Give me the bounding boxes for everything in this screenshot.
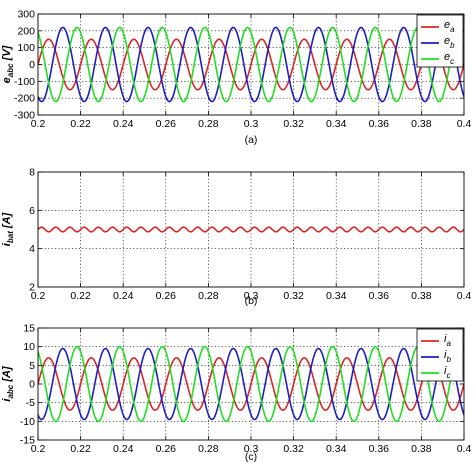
x-tick-label: 0.34 [326, 118, 347, 130]
x-tick-label: 0.26 [156, 290, 177, 302]
chart-panel-2: 0.2 0.22 0.24 0.26 0.28 0.3 0.32 0.34 0.36 0.38 0.… [1, 323, 471, 464]
y-axis-label-main: i [1, 398, 13, 402]
legend-label-sub: c [446, 371, 450, 380]
y-tick-label: -100 [14, 76, 35, 88]
legend-label-main: i [444, 365, 447, 377]
y-axis-label-unit: [V] [1, 45, 13, 63]
legend-label-main: e [444, 35, 450, 47]
x-tick-label: 0.38 [411, 290, 432, 302]
panel-caption: (c) [245, 451, 257, 463]
y-tick-label: -200 [14, 93, 35, 105]
x-tick-label: 0.26 [156, 118, 177, 130]
series-line-main [38, 226, 464, 233]
y-tick-label: 300 [17, 9, 35, 21]
y-tick-label: 8 [29, 167, 35, 179]
y-tick-label: -5 [26, 397, 35, 409]
x-tick-label: 0.24 [113, 290, 134, 302]
y-tick-label: 0 [29, 379, 35, 391]
series-line-a [38, 357, 464, 411]
x-tick-label: 0.38 [411, 118, 432, 130]
y-axis-label: iabc [A] [1, 366, 15, 402]
legend-label-sub: a [446, 339, 451, 348]
x-tick-label: 0.28 [198, 118, 219, 130]
legend-label-main: e [444, 19, 450, 31]
y-tick-label: 5 [29, 360, 35, 372]
y-tick-label: 0 [29, 59, 35, 71]
x-tick-label: 0.3 [244, 118, 259, 130]
x-tick-label: 0.28 [198, 443, 219, 455]
x-tick-label: 0.24 [113, 118, 134, 130]
x-tick-label: 0.26 [156, 443, 177, 455]
series-line-c [38, 345, 464, 423]
legend-label: ic [444, 365, 450, 380]
series-line-c [38, 26, 464, 103]
x-tick-label: 0.32 [283, 443, 304, 455]
x-tick-label: 0.4 [457, 118, 472, 130]
y-tick-label: -10 [20, 416, 35, 428]
series-line-b [38, 26, 464, 103]
x-tick-label: 0.4 [457, 443, 472, 455]
x-tick-label: 0.2 [31, 290, 46, 302]
x-tick-label: 0.34 [326, 290, 347, 302]
legend-label-sub: b [450, 41, 455, 50]
x-tick-label: 0.22 [70, 290, 91, 302]
x-tick-label: 0.22 [70, 118, 91, 130]
y-tick-label: -300 [14, 110, 35, 122]
x-tick-label: 0.36 [369, 290, 390, 302]
series-line-b [38, 347, 464, 421]
legend-label: eb [444, 35, 455, 50]
x-tick-label: 0.36 [369, 443, 390, 455]
x-tick-label: 0.32 [283, 118, 304, 130]
y-axis-label-main: e [1, 77, 13, 83]
panel-caption: (b) [245, 295, 258, 307]
y-axis-label-sub: bat [6, 231, 15, 243]
y-tick-label: 10 [23, 341, 35, 353]
chart-panel-0: 0.2 0.22 0.24 0.26 0.28 0.3 0.32 0.34 0.36 0.38 0.… [1, 9, 471, 147]
y-axis-label-unit: [A] [1, 366, 13, 385]
legend-label-sub: a [450, 25, 455, 34]
y-tick-label: 6 [29, 205, 35, 217]
panel-caption: (a) [245, 134, 258, 146]
y-axis-label: eabc [V] [1, 45, 15, 83]
x-tick-label: 0.28 [198, 290, 219, 302]
y-tick-label: -15 [20, 435, 35, 447]
x-tick-label: 0.32 [283, 290, 304, 302]
y-tick-label: 4 [29, 243, 35, 255]
x-tick-label: 0.3 [244, 443, 259, 455]
x-tick-label: 0.36 [369, 118, 390, 130]
legend-label-main: i [444, 349, 447, 361]
x-tick-label: 0.2 [31, 443, 46, 455]
legend-label-sub: c [450, 57, 454, 66]
y-axis-label: ibat [A] [1, 212, 15, 246]
y-axis-label-sub: abc [6, 63, 15, 77]
legend-label: ia [444, 333, 451, 348]
legend-label: ib [444, 349, 451, 364]
x-tick-label: 0.22 [70, 443, 91, 455]
legend-label-main: e [444, 51, 450, 63]
x-tick-label: 0.38 [411, 443, 432, 455]
x-tick-label: 0.3 [244, 290, 259, 302]
series-line-a [38, 38, 464, 91]
y-axis-label-main: i [1, 242, 13, 246]
y-tick-label: 200 [17, 25, 35, 37]
legend-label-main: i [444, 333, 447, 345]
x-tick-label: 0.4 [457, 290, 472, 302]
legend-label-sub: b [446, 355, 451, 364]
y-tick-label: 2 [29, 282, 35, 294]
y-tick-label: 100 [17, 42, 35, 54]
x-tick-label: 0.2 [31, 118, 46, 130]
y-axis-label-unit: [A] [1, 212, 13, 231]
y-tick-label: 15 [23, 323, 35, 335]
chart-panel-1: 0.2 0.22 0.24 0.26 0.28 0.3 0.32 0.34 0.36 0.38 0.… [1, 167, 471, 308]
x-tick-label: 0.24 [113, 443, 134, 455]
legend-label: ec [444, 51, 454, 66]
x-tick-label: 0.34 [326, 443, 347, 455]
legend-label: ea [444, 19, 455, 34]
y-axis-label-sub: abc [6, 384, 15, 398]
